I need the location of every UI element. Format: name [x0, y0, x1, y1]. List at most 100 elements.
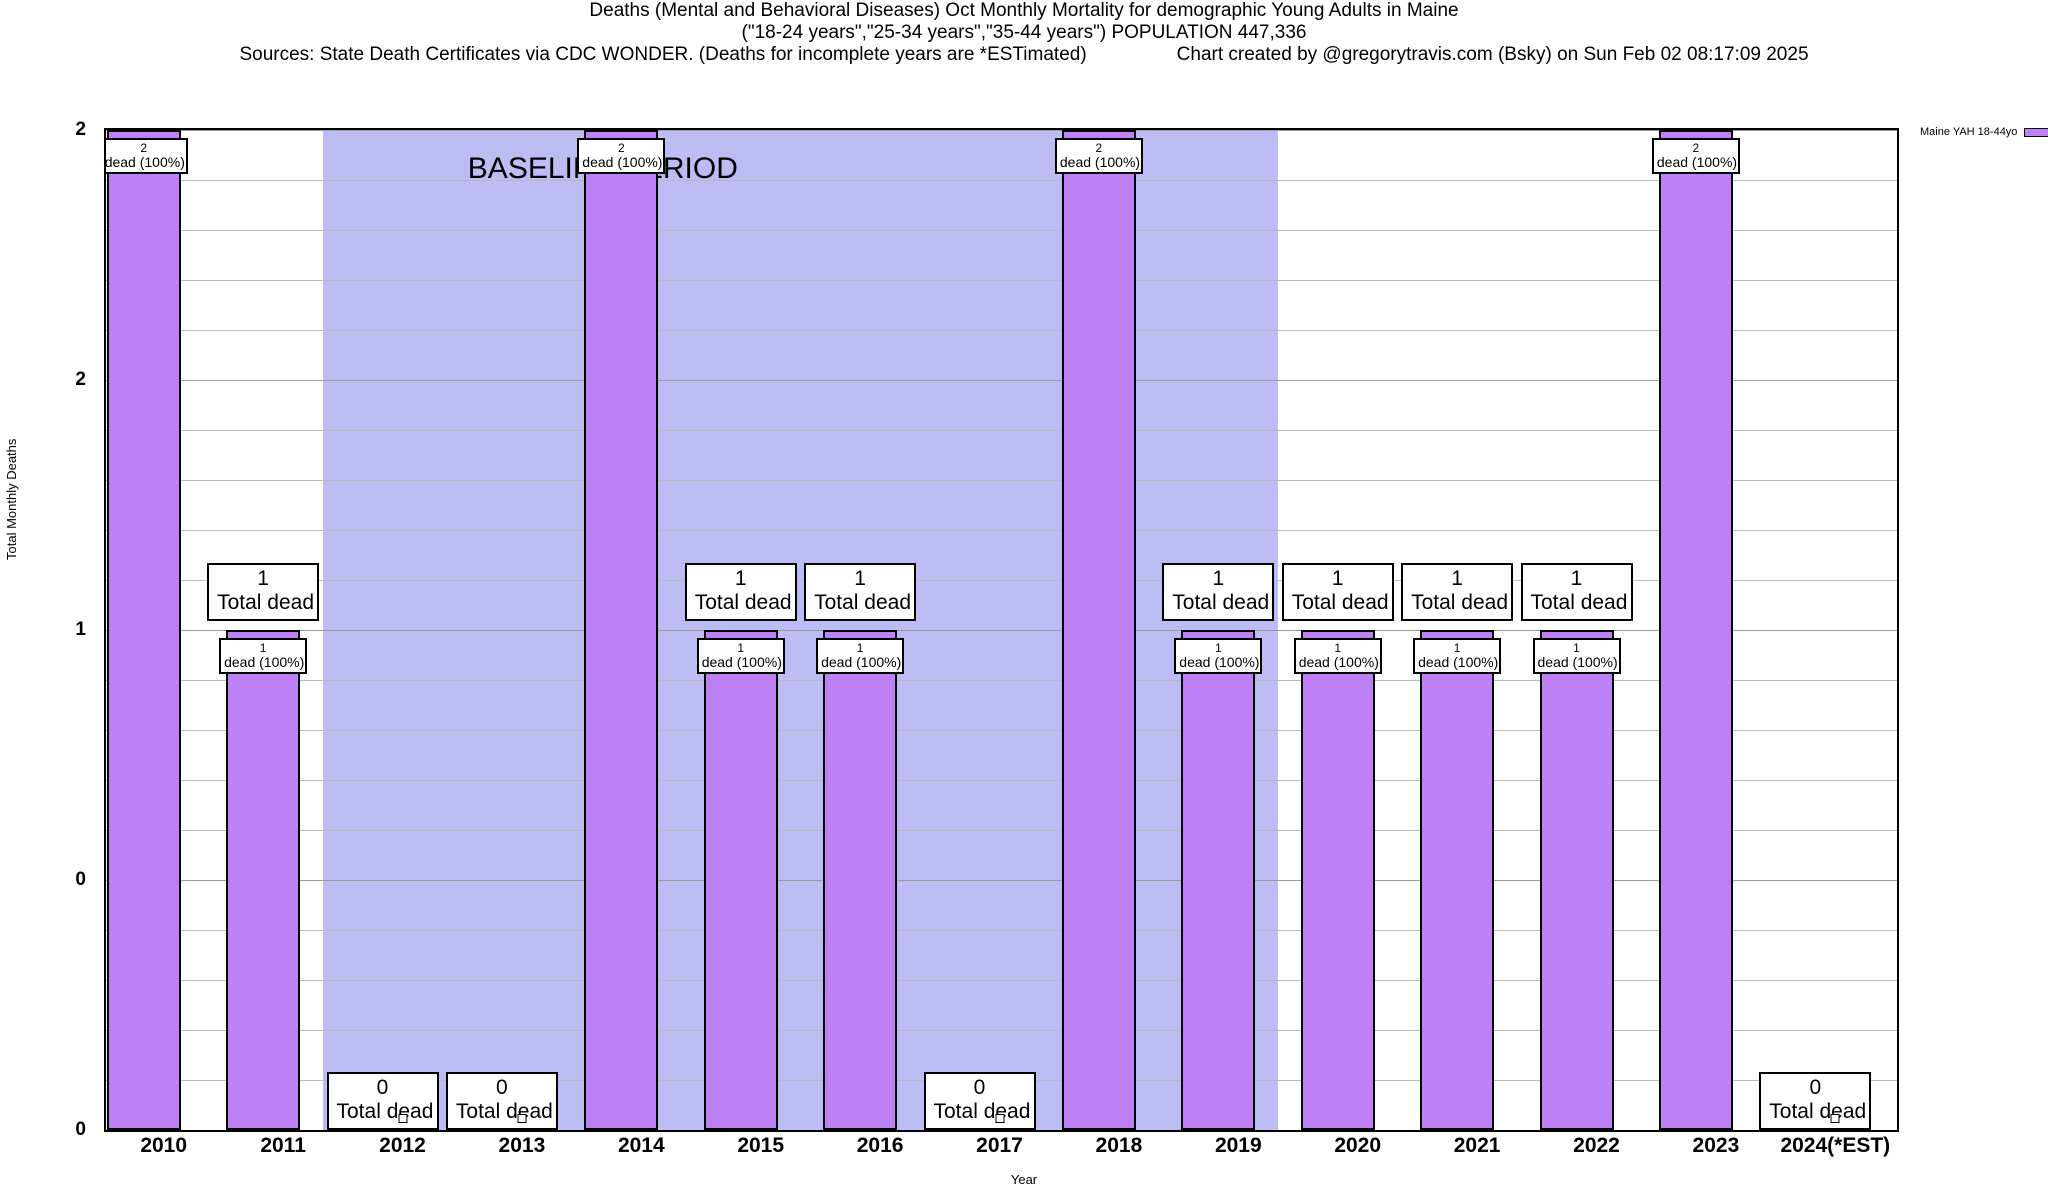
total-dead-count: 1 — [1212, 567, 1225, 590]
title-line-2: ("18-24 years","25-34 years","35-44 year… — [741, 22, 1307, 43]
gridline — [106, 630, 1897, 631]
bar-inbox-2022: 1 dead (100%) — [1532, 638, 1621, 675]
bar-inbox-percent: dead (100%) — [821, 653, 902, 670]
bar-2015[interactable] — [703, 630, 778, 1130]
y-axis-tick-label: 0 — [75, 869, 86, 890]
total-dead-box-2022: 1 Total dead — [1520, 563, 1633, 622]
gridline — [106, 430, 1897, 431]
gridline — [106, 580, 1897, 581]
bar-2021[interactable] — [1420, 630, 1495, 1130]
total-dead-count: 1 — [1451, 567, 1463, 590]
total-dead-count: 0 — [376, 1076, 389, 1099]
x-axis-tick-label: 2023 — [1692, 1134, 1740, 1157]
x-axis-tick-label: 2013 — [498, 1134, 546, 1157]
bar-2020[interactable] — [1300, 630, 1375, 1130]
total-dead-box-2020: 1 Total dead — [1281, 563, 1394, 622]
total-dead-caption: Total dead — [455, 1100, 553, 1124]
total-dead-box-2015: 1 Total dead — [684, 563, 797, 622]
gridline — [106, 980, 1897, 981]
bar-inbox-2023: 2 dead (100%) — [1651, 138, 1740, 175]
y-axis-tick-label: 2 — [75, 119, 86, 140]
y-axis-tick-label: 0 — [75, 1119, 86, 1140]
bar-inbox-count: 2 — [1692, 141, 1700, 155]
bar-2010[interactable] — [106, 130, 181, 1130]
bar-inbox-2016: 1 dead (100%) — [816, 638, 905, 675]
y-axis-tick-label: 1 — [75, 619, 86, 640]
total-dead-box-2021: 1 Total dead — [1401, 563, 1514, 622]
bar-inbox-percent: dead (100%) — [1537, 653, 1618, 670]
gridline — [106, 480, 1897, 481]
total-dead-count: 1 — [1570, 567, 1583, 590]
y-axis-tick-labels: 2 2 1 0 0 — [0, 119, 96, 1140]
bar-2018[interactable] — [1061, 130, 1136, 1130]
gridline — [106, 730, 1897, 731]
total-dead-box-2024EST: 0 Total dead — [1759, 1072, 1872, 1130]
bar-inbox-percent: dead (100%) — [701, 653, 782, 670]
bar-2014[interactable] — [584, 130, 659, 1130]
bar-inbox-2011: 1 dead (100%) — [219, 638, 308, 675]
total-dead-count: 1 — [1331, 567, 1344, 590]
gridline — [106, 130, 1897, 131]
sources-text: Sources: State Death Certificates via CD… — [239, 44, 1087, 65]
gridline — [106, 280, 1897, 281]
total-dead-caption: Total dead — [814, 591, 912, 615]
total-dead-caption: Total dead — [1411, 591, 1509, 615]
x-axis-tick-label: 2019 — [1214, 1134, 1262, 1157]
bar-inbox-2014: 2 dead (100%) — [577, 138, 666, 175]
bar-2019[interactable] — [1181, 630, 1256, 1130]
total-dead-count: 1 — [854, 567, 866, 590]
x-axis-tick-label: 2018 — [1095, 1134, 1143, 1157]
x-axis-tick-label: 2017 — [976, 1134, 1023, 1157]
x-axis-tick-label: 2022 — [1573, 1134, 1620, 1157]
y-axis-tick-label: 2 — [75, 369, 86, 390]
title-line-3: Sources: State Death Certificates via CD… — [0, 44, 2048, 66]
gridline — [106, 180, 1897, 181]
bar-inbox-percent: dead (100%) — [1418, 653, 1499, 670]
total-dead-box-2012: 0 Total dead — [326, 1072, 439, 1130]
zero-value-marker — [995, 1114, 1004, 1123]
bar-2023[interactable] — [1658, 130, 1733, 1130]
x-axis-tick-label: 2014 — [617, 1134, 665, 1157]
total-dead-caption: Total dead — [694, 591, 792, 615]
gridline — [106, 1030, 1897, 1031]
bar-inbox-percent: dead (100%) — [582, 153, 663, 170]
zero-value-marker — [517, 1114, 527, 1123]
bar-2011[interactable] — [226, 630, 301, 1130]
x-axis-tick-label: 2021 — [1453, 1134, 1501, 1157]
bar-inbox-2010: 2 dead (100%) — [106, 138, 188, 175]
bar-inbox-count: 1 — [259, 641, 267, 655]
legend-swatch-maine-yah — [2024, 127, 2048, 137]
total-dead-caption: Total dead — [933, 1100, 1031, 1124]
total-dead-box-2013: 0 Total dead — [445, 1072, 558, 1130]
x-axis-tick-label: 2020 — [1334, 1134, 1382, 1157]
x-axis-tick-labels: 2010 2011 2012 2013 2014 2015 2016 2017 2018 2019… — [104, 1114, 1899, 1174]
bar-inbox-2019: 1 dead (100%) — [1174, 638, 1263, 675]
bar-inbox-percent: dead (100%) — [1298, 653, 1379, 670]
bar-inbox-count: 1 — [737, 641, 745, 655]
total-dead-count: 0 — [973, 1076, 986, 1099]
x-axis-tick-label: 2024(*EST) — [1780, 1134, 1891, 1157]
total-dead-caption: Total dead — [1769, 1100, 1867, 1124]
zero-value-marker — [398, 1114, 407, 1123]
title-line-1: Deaths (Mental and Behavioral Diseases) … — [589, 0, 1459, 21]
bar-inbox-count: 2 — [1095, 141, 1103, 155]
x-axis-title: Year — [1010, 1172, 1038, 1187]
gridline — [106, 330, 1897, 331]
total-dead-count: 1 — [734, 567, 747, 590]
total-dead-caption: Total dead — [217, 591, 315, 615]
gridline — [106, 680, 1897, 681]
bar-2022[interactable] — [1539, 630, 1614, 1130]
x-axis-tick-label: 2011 — [260, 1134, 306, 1157]
bar-inbox-percent: dead (100%) — [224, 653, 305, 670]
x-axis-tick-label: 2016 — [856, 1134, 904, 1157]
chart-title-block: Deaths (Mental and Behavioral Diseases) … — [0, 0, 2048, 66]
bar-inbox-percent: dead (100%) — [1059, 153, 1141, 170]
bar-inbox-percent: dead (100%) — [106, 153, 185, 170]
bar-2016[interactable] — [823, 630, 898, 1130]
gridline — [106, 830, 1897, 831]
bar-inbox-count: 1 — [856, 641, 864, 655]
legend: Maine YAH 18-44yo — [1920, 126, 2048, 138]
total-dead-count: 1 — [257, 567, 269, 590]
bar-inbox-count: 2 — [140, 141, 148, 155]
